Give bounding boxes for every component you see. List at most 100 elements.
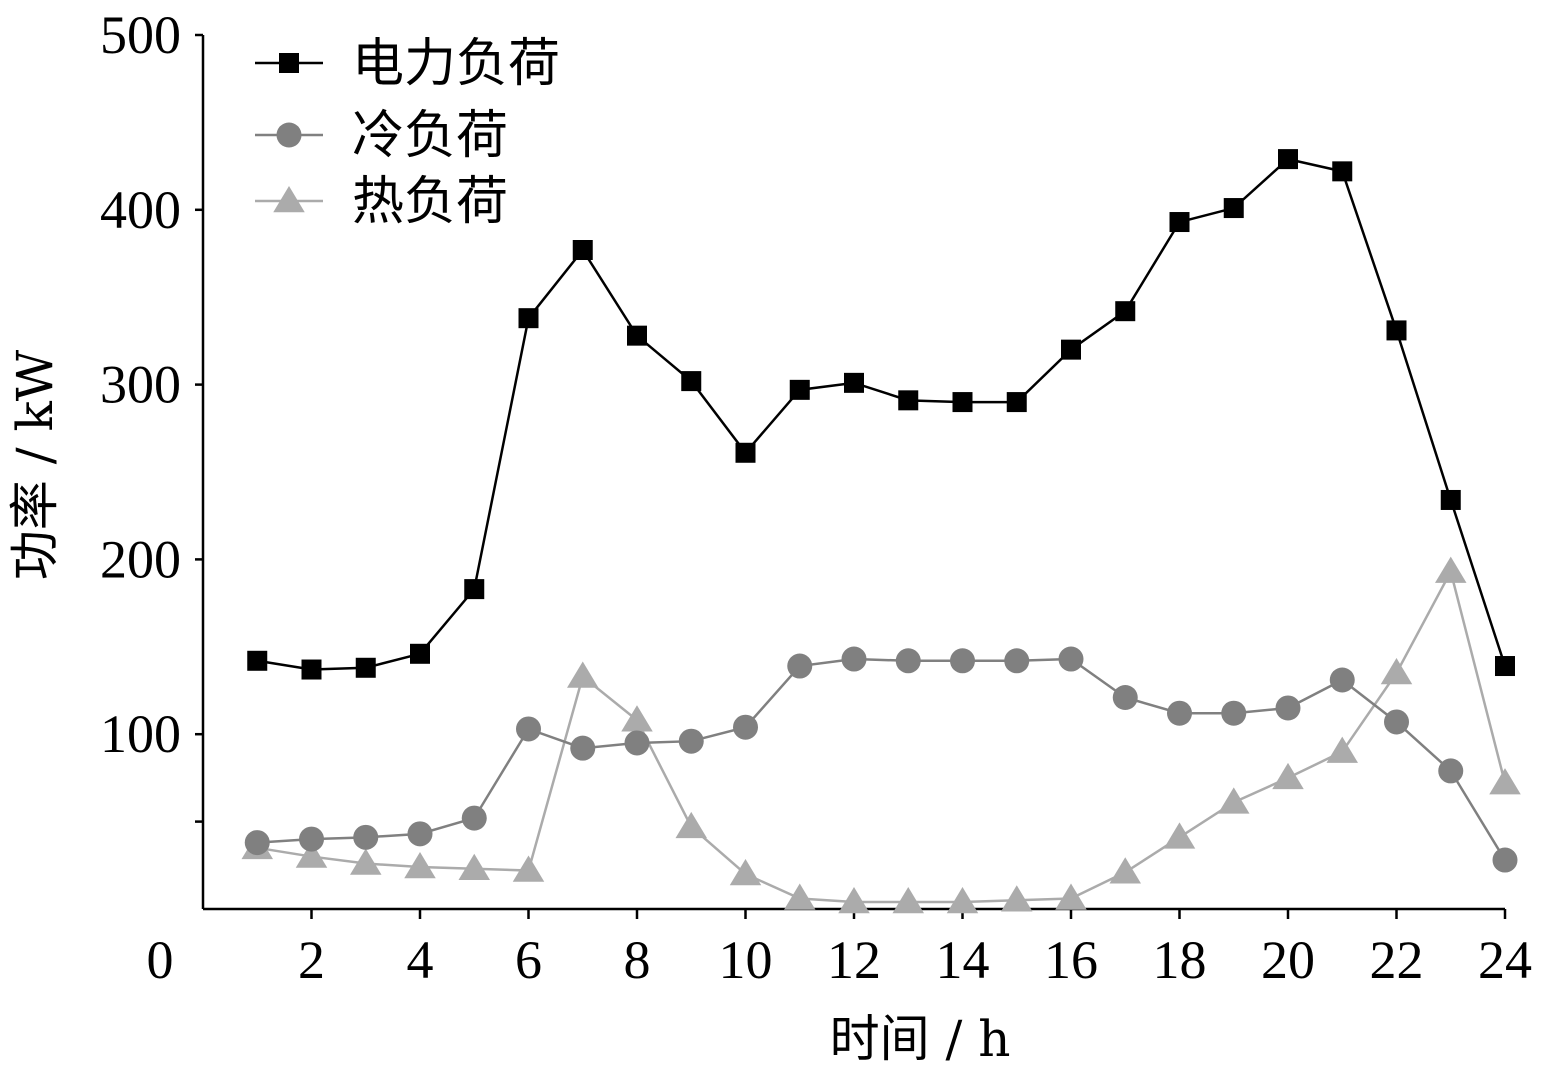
- series-circle: [244, 646, 1518, 873]
- data-point: [729, 859, 762, 886]
- data-point: [1006, 392, 1027, 413]
- data-point: [1326, 736, 1358, 763]
- axes: [201, 35, 1505, 911]
- data-point: [844, 372, 864, 393]
- data-point: [1112, 684, 1138, 710]
- y-axis-title: 功率 / kW: [6, 349, 64, 580]
- data-point: [570, 735, 596, 761]
- x-tick-label: 4: [407, 930, 434, 990]
- data-point: [895, 648, 921, 674]
- data-point: [1492, 847, 1518, 873]
- data-point: [1004, 648, 1030, 674]
- x-tick-label: 6: [515, 930, 542, 990]
- data-point: [1329, 667, 1355, 693]
- x-tick-label: 24: [1478, 930, 1532, 990]
- data-point: [950, 648, 975, 674]
- data-point: [1109, 857, 1141, 884]
- data-point: [1115, 301, 1136, 322]
- data-point: [898, 390, 919, 411]
- data-point: [1384, 709, 1409, 735]
- data-point: [1223, 198, 1244, 219]
- series-line: [257, 157, 1507, 671]
- data-point: [516, 716, 541, 742]
- data-point: [681, 371, 702, 392]
- data-point: [404, 852, 436, 879]
- x-tick-label: 0: [147, 930, 174, 990]
- data-point: [1380, 658, 1413, 685]
- data-point: [1221, 700, 1247, 726]
- x-tick-label: 18: [1153, 930, 1207, 990]
- x-tick-label: 8: [624, 930, 651, 990]
- data-point: [295, 841, 328, 868]
- data-point: [244, 830, 270, 856]
- legend-marker: [279, 53, 299, 73]
- data-point: [410, 643, 430, 664]
- legend-marker: [276, 122, 302, 148]
- data-point: [518, 308, 539, 329]
- y-tick-label: 200: [100, 529, 181, 589]
- y-tick-label: 500: [100, 5, 181, 65]
- series-square: [247, 149, 1515, 680]
- x-tick-label: 20: [1261, 930, 1315, 990]
- data-point: [787, 653, 813, 679]
- data-point: [1435, 556, 1467, 583]
- data-point: [733, 714, 758, 740]
- data-point: [1332, 161, 1353, 182]
- series-line: [257, 657, 1507, 861]
- y-tick-label: 300: [100, 355, 181, 415]
- x-tick-label: 14: [936, 930, 990, 990]
- legend-marker: [273, 186, 305, 213]
- data-point: [299, 826, 324, 852]
- y-tick-label: 100: [100, 704, 181, 764]
- data-point: [353, 824, 379, 850]
- data-point: [355, 657, 376, 678]
- data-point: [1272, 762, 1304, 790]
- data-point: [1489, 768, 1521, 795]
- data-point: [464, 579, 485, 600]
- data-point: [1169, 212, 1190, 233]
- series: [241, 149, 1521, 914]
- x-tick-label: 2: [298, 930, 325, 990]
- legend-item: 电力负荷: [255, 34, 560, 94]
- data-point: [1058, 646, 1084, 672]
- data-point: [461, 805, 487, 831]
- data-point: [735, 442, 756, 463]
- data-point: [1001, 885, 1033, 912]
- data-point: [572, 240, 593, 261]
- x-tick-label: 22: [1370, 930, 1424, 990]
- data-point: [1386, 320, 1407, 341]
- data-point: [567, 661, 599, 688]
- x-tick-label: 10: [719, 930, 773, 990]
- data-point: [838, 887, 870, 914]
- data-point: [1167, 700, 1192, 726]
- data-point: [407, 821, 433, 847]
- data-point: [627, 325, 647, 346]
- series-triangle: [241, 556, 1521, 914]
- data-point: [789, 379, 810, 400]
- data-point: [1440, 489, 1461, 510]
- data-point: [892, 887, 924, 914]
- data-point: [1055, 883, 1087, 910]
- data-point: [678, 728, 704, 754]
- data-point: [952, 392, 973, 413]
- legend-label: 冷负荷: [352, 106, 508, 166]
- data-point: [1275, 695, 1301, 721]
- x-axis-title: 时间 / h: [830, 1010, 1011, 1068]
- legend-label: 电力负荷: [352, 34, 560, 94]
- data-point: [350, 848, 382, 875]
- data-point: [784, 883, 816, 910]
- data-point: [247, 650, 268, 671]
- data-point: [1278, 149, 1298, 170]
- legend-item: 热负荷: [255, 172, 508, 232]
- data-point: [1495, 656, 1515, 677]
- data-point: [624, 730, 650, 756]
- data-point: [1438, 758, 1464, 784]
- series-line: [257, 568, 1507, 904]
- data-point: [1061, 339, 1081, 360]
- data-point: [841, 646, 867, 672]
- data-point: [1163, 822, 1196, 849]
- legend-item: 冷负荷: [255, 106, 508, 166]
